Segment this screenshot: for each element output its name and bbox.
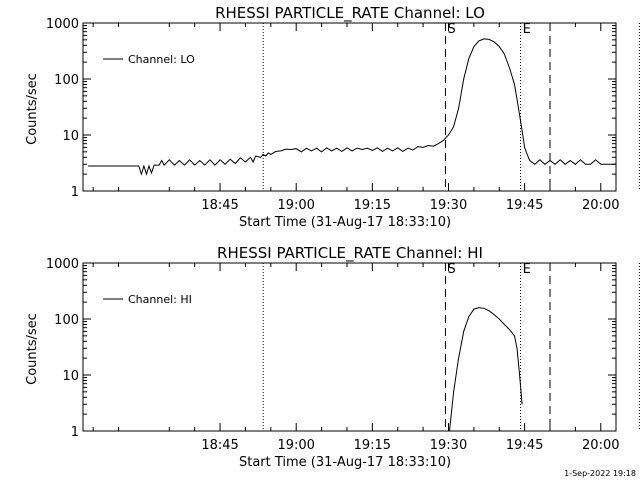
x-tick-label: 19:45 (506, 438, 543, 453)
x-axis-label: Start Time (31-Aug-17 18:33:10) (239, 455, 451, 470)
series-line (449, 307, 523, 431)
event-marker-label: S (447, 262, 455, 277)
x-axis-label: Start Time (31-Aug-17 18:33:10) (239, 215, 451, 230)
legend-label: Channel: LO (128, 53, 195, 66)
y-tick-label: 10 (62, 369, 79, 384)
y-axis-label: Counts/sec (25, 73, 40, 145)
chart-title: RHESSI PARTICLE_RATE Channel: LO (215, 4, 485, 23)
y-tick-label: 1000 (46, 17, 79, 32)
y-axis-label: Counts/sec (25, 313, 40, 385)
y-tick-label: 100 (54, 73, 79, 88)
x-tick-label: 19:00 (277, 438, 314, 453)
x-tick-label: 19:15 (354, 438, 391, 453)
x-tick-label: 19:45 (506, 198, 543, 213)
x-tick-label: 19:00 (277, 198, 314, 213)
x-tick-label: 18:45 (201, 198, 238, 213)
plot-frame (82, 262, 617, 432)
plot-area: 1 10 100 1000 18:45 19:00 19:15 19:30 19:45 20:00… (46, 17, 640, 213)
event-marker-label: E (523, 262, 531, 277)
x-tick-label: 20:00 (582, 198, 619, 213)
y-tick-label: 100 (54, 313, 79, 328)
x-tick-label: 18:45 (201, 438, 238, 453)
x-tick-label: 20:00 (582, 438, 619, 453)
y-tick-label: 1 (71, 425, 79, 440)
series-line (88, 38, 616, 176)
plot-frame (82, 22, 617, 192)
legend-label: Channel: HI (128, 293, 192, 306)
chart-panel-bottom: RHESSI PARTICLE_RATE Channel: HI Counts/… (25, 244, 640, 470)
footer-timestamp: 1-Sep-2022 19:18 (564, 469, 636, 478)
chart-panel-top: RHESSI PARTICLE_RATE Channel: LO Counts/… (25, 4, 640, 230)
y-tick-label: 1000 (46, 257, 79, 272)
plot-area: 1 10 100 1000 18:45 19:00 19:15 19:30 19:45 20:00… (46, 257, 640, 453)
event-marker-label: E (523, 22, 531, 37)
x-tick-label: 19:15 (354, 198, 391, 213)
y-tick-label: 10 (62, 129, 79, 144)
chart-title: RHESSI PARTICLE_RATE Channel: HI (217, 244, 483, 263)
x-tick-label: 19:30 (430, 438, 467, 453)
x-tick-label: 19:30 (430, 198, 467, 213)
event-marker-label: S (447, 22, 455, 37)
y-tick-label: 1 (71, 185, 79, 200)
